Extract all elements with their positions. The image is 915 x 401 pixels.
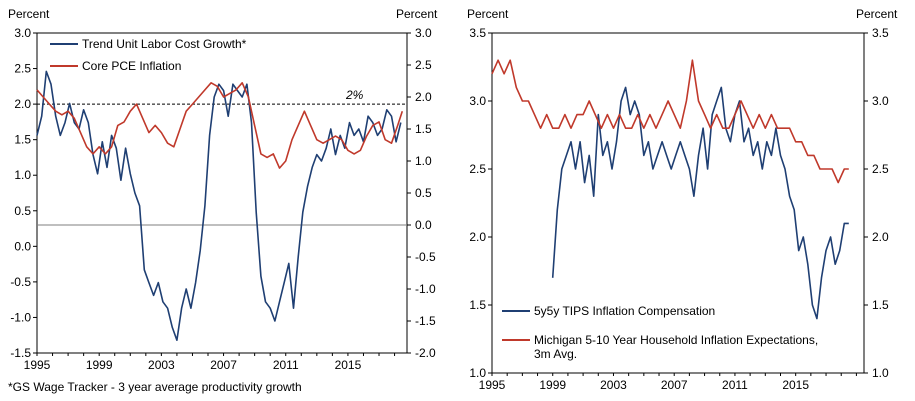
right-chart-right-axis: 3.5 3.0 2.5 2.0 1.5 1.0	[864, 26, 889, 380]
right-chart-left-unit: Percent	[467, 7, 509, 21]
right-axis-tick-label: 1.0	[872, 366, 889, 380]
left-chart-left-axis: 3.0 2.5 2.0 1.5 1.0 0.5 0.0 -0.5 -1.0 -1.5	[10, 26, 37, 360]
right-axis-tick-label: -1.5	[415, 314, 436, 328]
right-axis-tick-label: 2.0	[872, 230, 889, 244]
left-axis-tick-label: 3.0	[469, 94, 486, 108]
series-line-a	[551, 86, 849, 320]
x-axis-tick-label: 2007	[210, 358, 237, 372]
left-chart-footnote: *GS Wage Tracker - 3 year average produc…	[8, 380, 302, 394]
x-axis-tick-label: 2015	[782, 378, 809, 392]
right-chart-legend: 5y5y TIPS Inflation Compensation Michiga…	[502, 304, 822, 361]
legend-label-michigan-line-1: Michigan 5-10 Year Household Inflation E…	[534, 333, 818, 347]
left-axis-tick-label: 2.0	[14, 97, 31, 111]
series-line-b	[36, 82, 404, 169]
left-axis-tick-label: -1.0	[10, 310, 31, 324]
left-axis-tick-label: 0.5	[14, 204, 31, 218]
right-axis-tick-label: 0.5	[415, 186, 432, 200]
left-axis-tick-label: 1.5	[14, 133, 31, 147]
right-axis-tick-label: 0.0	[415, 218, 432, 232]
legend-label-michigan-line-2: 3m Avg.	[534, 347, 577, 361]
x-axis-tick-label: 1995	[24, 358, 51, 372]
right-axis-tick-label: -0.5	[415, 250, 436, 264]
left-chart-right-unit: Percent	[396, 7, 438, 21]
right-chart: Percent Percent 3.53.02.52.01.51.0 3.53.…	[467, 7, 898, 392]
left-chart-legend: Trend Unit Labor Cost Growth* Core PCE I…	[50, 37, 247, 73]
left-chart-x-axis: 1995 1999 2003 2007 2011 2015	[24, 353, 396, 372]
right-axis-tick-label: 1.5	[415, 122, 432, 136]
x-axis-tick-label: 1999	[539, 378, 566, 392]
right-axis-tick-label: -2.0	[415, 346, 436, 360]
left-chart-two-percent-label: 2%	[345, 88, 364, 102]
right-axis-tick-label: 1.0	[415, 154, 432, 168]
right-axis-tick-label: -1.0	[415, 282, 436, 296]
series-line-a	[36, 70, 402, 342]
left-axis-tick-label: -1.5	[10, 346, 31, 360]
right-chart-right-unit: Percent	[856, 7, 898, 21]
left-axis-tick-label: 1.5	[469, 298, 486, 312]
x-axis-tick-label: 2015	[335, 358, 362, 372]
left-axis-tick-label: -0.5	[10, 275, 31, 289]
x-axis-tick-label: 1995	[479, 378, 506, 392]
left-chart-right-axis: 3.0 2.5 2.0 1.5 1.0 0.5 0.0 -0.5 -1.0 -1.5 -2.0	[407, 26, 436, 360]
left-chart-plot-area	[36, 32, 408, 354]
left-axis-tick-label: 0.0	[14, 239, 31, 253]
left-chart-left-unit: Percent	[8, 7, 50, 21]
left-axis-tick-label: 3.5	[469, 26, 486, 40]
left-axis-tick-label: 2.5	[14, 62, 31, 76]
x-axis-tick-label: 1999	[86, 358, 113, 372]
left-axis-tick-label: 2.0	[469, 230, 486, 244]
right-chart-x-axis: 1995 1999 2003 2007 2011 2015	[479, 373, 857, 392]
left-chart-series	[36, 70, 404, 342]
right-chart-left-axis: 3.5 3.0 2.5 2.0 1.5 1.0	[469, 26, 492, 380]
left-axis-tick-label: 3.0	[14, 26, 31, 40]
right-chart-plot-area	[491, 32, 865, 374]
x-axis-tick-label: 2007	[661, 378, 688, 392]
right-axis-tick-label: 2.0	[415, 90, 432, 104]
x-axis-tick-label: 2011	[722, 378, 748, 392]
right-axis-tick-label: 3.0	[872, 94, 889, 108]
left-axis-tick-label: 1.0	[14, 168, 31, 182]
x-axis-tick-label: 2003	[148, 358, 175, 372]
left-chart: Percent Percent 2% 3.0 2.5 2.0 1.5 1.0 0.5 0.0…	[8, 7, 438, 394]
legend-label-michigan: Michigan 5-10 Year Household Inflation E…	[534, 333, 822, 361]
right-axis-tick-label: 2.5	[415, 58, 432, 72]
legend-label-core-pce: Core PCE Inflation	[82, 59, 181, 73]
legend-label-tips: 5y5y TIPS Inflation Compensation	[534, 304, 715, 318]
right-axis-tick-label: 3.0	[415, 26, 432, 40]
right-axis-tick-label: 3.5	[872, 26, 889, 40]
right-axis-tick-label: 2.5	[872, 162, 889, 176]
right-chart-series	[491, 59, 849, 320]
right-axis-tick-label: 1.5	[872, 298, 889, 312]
left-axis-tick-label: 2.5	[469, 162, 486, 176]
left-axis-tick-label: 1.0	[469, 366, 486, 380]
x-axis-tick-label: 2011	[273, 358, 299, 372]
series-line-b	[491, 59, 849, 184]
legend-label-unit-labor-cost: Trend Unit Labor Cost Growth*	[82, 37, 247, 51]
x-axis-tick-label: 2003	[600, 378, 627, 392]
